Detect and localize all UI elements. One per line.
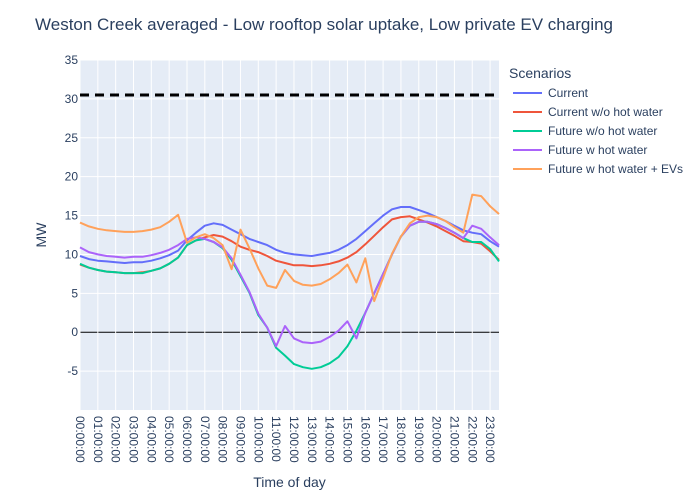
- y-tick-label: 35: [65, 53, 79, 67]
- x-tick-label: 20:00:00: [430, 416, 444, 463]
- x-tick-label: 16:00:00: [358, 416, 372, 463]
- x-tick-label: 22:00:00: [465, 416, 479, 463]
- grid-lines: [79, 59, 499, 410]
- series-line: [79, 206, 500, 264]
- x-axis-title: Time of day: [253, 474, 326, 490]
- series-line: [79, 220, 500, 348]
- y-tick-label: 10: [65, 247, 79, 261]
- x-tick-label: 09:00:00: [233, 416, 247, 463]
- y-tick-label: -5: [67, 364, 78, 378]
- y-axis-title: MW: [33, 222, 49, 248]
- series-layer: [79, 193, 500, 370]
- x-tick-label: 23:00:00: [483, 416, 497, 463]
- x-tick-label: 05:00:00: [162, 416, 176, 463]
- series-line: [79, 193, 500, 303]
- x-tick-label: 08:00:00: [216, 416, 230, 463]
- legend-entry: Future w hot water + EVs: [548, 162, 683, 176]
- x-tick-label: 18:00:00: [394, 416, 408, 463]
- legend-entry: Future w hot water: [548, 143, 647, 157]
- x-tick-label: 01:00:00: [91, 416, 105, 463]
- y-tick-label: 5: [71, 286, 78, 300]
- x-tick-label: 17:00:00: [376, 416, 390, 463]
- y-tick-label: 25: [65, 131, 79, 145]
- plot-background: [80, 60, 499, 410]
- x-tick-label: 12:00:00: [287, 416, 301, 463]
- x-tick-label: 11:00:00: [269, 416, 283, 462]
- x-tick-label: 06:00:00: [180, 416, 194, 463]
- x-tick-label: 02:00:00: [109, 416, 123, 463]
- x-tick-label: 19:00:00: [412, 416, 426, 463]
- x-tick-label: 14:00:00: [323, 416, 337, 463]
- x-tick-label: 13:00:00: [305, 416, 319, 463]
- chart-title: Weston Creek averaged - Low rooftop sola…: [35, 15, 613, 34]
- legend-title: Scenarios: [509, 65, 571, 81]
- x-axis-ticks: 00:00:00 01:00:00 02:00:00 03:00:00 04:00:00…: [73, 416, 497, 463]
- y-axis-ticks: -5 0 5 10 15 20 25 30 35: [65, 53, 79, 378]
- legend: Scenarios Current Current w/o hot water Fu…: [509, 65, 683, 176]
- y-tick-label: 15: [65, 209, 79, 223]
- x-tick-label: 21:00:00: [447, 416, 461, 463]
- y-tick-label: 20: [65, 170, 79, 184]
- x-tick-label: 10:00:00: [251, 416, 265, 463]
- y-tick-label: 0: [71, 325, 78, 339]
- y-tick-label: 30: [65, 92, 79, 106]
- legend-entry: Future w/o hot water: [548, 124, 657, 138]
- x-tick-label: 15:00:00: [340, 416, 354, 463]
- x-tick-label: 07:00:00: [198, 416, 212, 463]
- x-tick-label: 00:00:00: [73, 416, 87, 463]
- legend-entry: Current: [548, 86, 589, 100]
- x-tick-label: 03:00:00: [126, 416, 140, 463]
- legend-entry: Current w/o hot water: [548, 105, 663, 119]
- x-tick-label: 04:00:00: [144, 416, 158, 463]
